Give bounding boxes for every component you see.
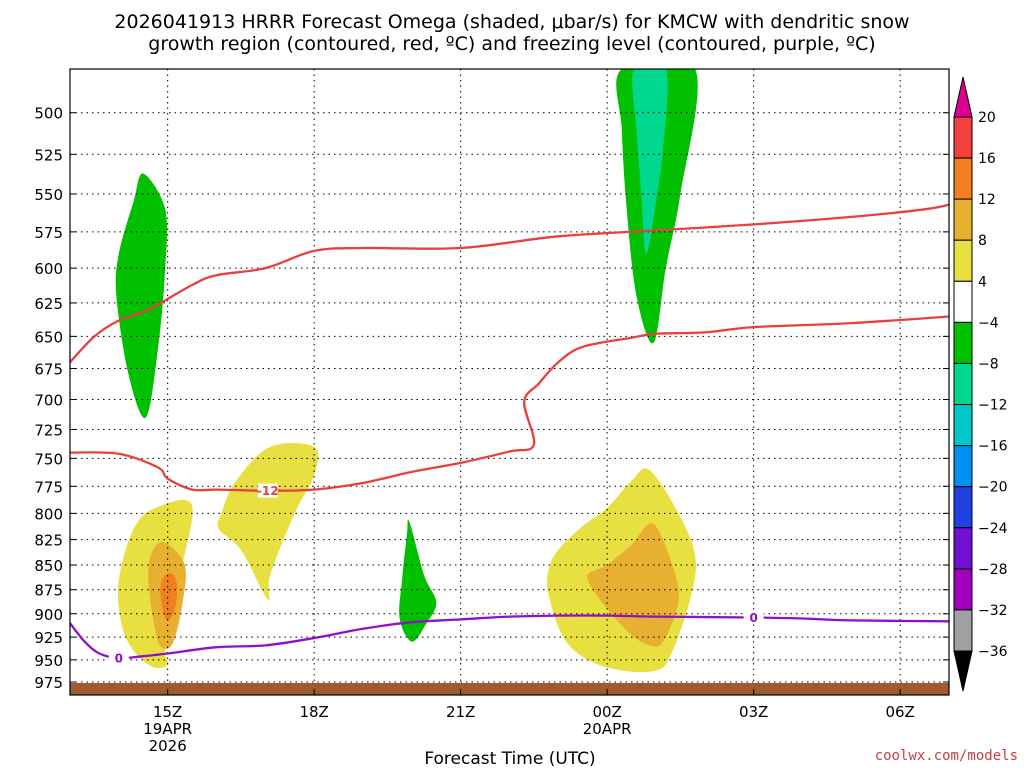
colorbar-bin (953, 486, 973, 529)
y-tick-label: 725 (34, 421, 63, 439)
x-tick-label: 03Z (739, 703, 768, 721)
x-tick-label: 15Z (153, 703, 182, 721)
y-tick-label: 500 (34, 105, 63, 123)
colorbar-bin (953, 198, 973, 241)
x-tick-year: 2026 (149, 737, 187, 755)
omega-green-2 (399, 519, 437, 642)
plot-background (70, 69, 949, 695)
y-tick-label: 875 (34, 582, 63, 600)
colorbar-bin (953, 239, 973, 282)
x-axis-title: Forecast Time (UTC) (424, 749, 595, 768)
colorbar-top-arrow (953, 76, 973, 118)
x-tick-date: 20APR (583, 720, 632, 738)
colorbar: 20 16 12 8 4 −4 −8 −12 −16 −20 −24 −28 −32 −36 (953, 76, 1008, 692)
omega-teal-1 (632, 69, 668, 254)
contour-label: 0 (115, 652, 123, 666)
colorbar-bin (953, 404, 973, 447)
y-tick-label: 525 (34, 146, 63, 164)
contour-label: -12 (257, 484, 279, 498)
y-tick-label: 825 (34, 532, 63, 550)
dgz-upper (70, 203, 949, 363)
colorbar-bin (953, 445, 973, 488)
y-tick-label: 750 (34, 450, 63, 468)
y-tick-label: 950 (34, 652, 63, 670)
y-tick-label: 650 (34, 328, 63, 346)
colorbar-bin (953, 568, 973, 611)
colorbar-label: −36 (978, 644, 1008, 660)
plot-frame (69, 68, 950, 696)
x-tick-label: 06Z (885, 703, 914, 721)
omega-shading (115, 69, 698, 673)
contour-label-bg (108, 651, 129, 666)
colorbar-label: 8 (978, 233, 987, 249)
y-tick-label: 900 (34, 606, 63, 624)
colorbar-label: −4 (978, 315, 999, 331)
x-tick-label: 00Z (592, 703, 621, 721)
contour-label-bg (743, 610, 764, 625)
y-tick-label: 975 (34, 674, 63, 692)
colorbar-bin (953, 157, 973, 200)
omega-red-1 (160, 573, 178, 621)
y-tick-label: 600 (34, 260, 63, 278)
colorbar-label: −28 (978, 562, 1008, 578)
colorbar-label: 12 (978, 192, 996, 208)
y-tick-label: 850 (34, 557, 63, 575)
grid (70, 69, 949, 695)
colorbar-label: −24 (978, 521, 1008, 537)
omega-green-1 (115, 173, 168, 419)
contour-label: 0 (749, 611, 757, 625)
y-axis: 500 525 550 575 600 625 650 675 700 725 750 775 800 8… (34, 105, 949, 692)
dgz-lower (70, 315, 949, 492)
colorbar-label: −32 (978, 603, 1008, 619)
colorbar-label: −20 (978, 480, 1008, 496)
y-tick-label: 625 (34, 295, 63, 313)
title-line-2: growth region (contoured, red, ºC) and f… (148, 33, 875, 55)
x-tick-label: 18Z (299, 703, 328, 721)
y-tick-label: 925 (34, 629, 63, 647)
y-tick-label: 700 (34, 392, 63, 410)
colorbar-bin (953, 116, 973, 159)
colorbar-label: −8 (978, 356, 999, 372)
credit-text: coolwx.com/models (875, 748, 1018, 764)
omega-yellow-2 (217, 443, 319, 601)
y-tick-label: 550 (34, 186, 63, 204)
y-tick-label: 800 (34, 505, 63, 523)
title-line-1: 2026041913 HRRR Forecast Omega (shaded, … (114, 11, 909, 33)
contour-label-bg (257, 483, 278, 498)
colorbar-label: −16 (978, 439, 1008, 455)
colorbar-bin (953, 527, 973, 570)
terrain-bar (70, 683, 949, 695)
colorbar-bin (953, 362, 973, 406)
colorbar-label: 20 (978, 110, 996, 126)
contour-labels: -12 0 0 (108, 483, 764, 666)
y-tick-label: 675 (34, 361, 63, 379)
y-tick-label: 575 (34, 224, 63, 242)
colorbar-label: 16 (978, 151, 996, 167)
colorbar-bin (953, 321, 973, 364)
colorbar-label: 4 (978, 274, 987, 290)
colorbar-bin (953, 280, 973, 323)
y-tick-label: 775 (34, 478, 63, 496)
x-tick-date: 19APR (143, 720, 192, 738)
colorbar-bottom-arrow (953, 650, 973, 692)
colorbar-bin (953, 609, 973, 652)
omega-green-3 (616, 69, 698, 344)
colorbar-label: −12 (978, 398, 1008, 414)
x-tick-label: 21Z (446, 703, 475, 721)
